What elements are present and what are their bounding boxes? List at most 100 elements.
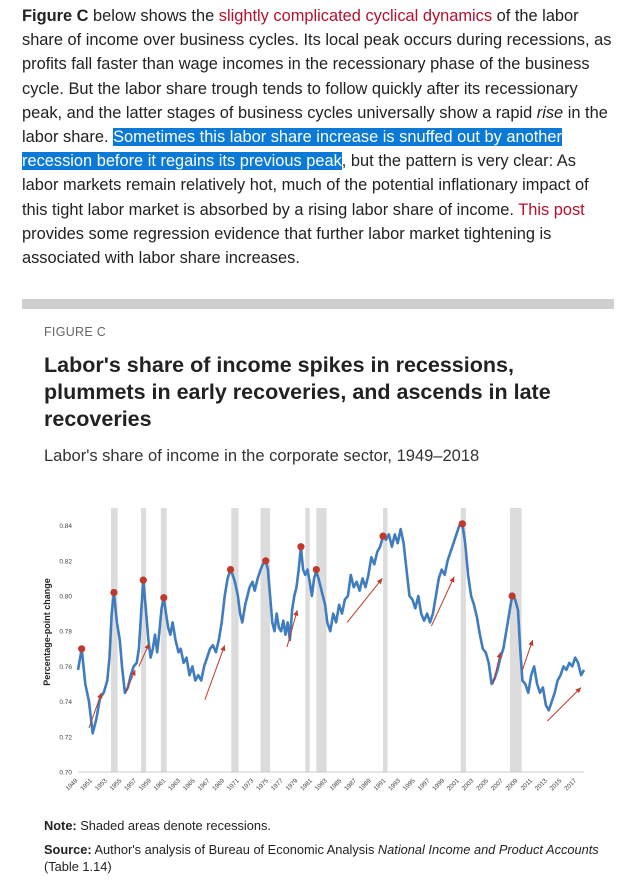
trend-arrow-shaft [286, 609, 298, 648]
y-axis-ticks: 0.70 0.72 0.74 0.76 0.78 0.80 0.82 0.84 [59, 523, 72, 776]
trend-arrow-head [97, 692, 103, 699]
x-tick-label: 2001 [446, 777, 461, 792]
trend-arrow-head [220, 645, 226, 652]
trend-arrows [88, 576, 582, 729]
x-tick-label: 1981 [299, 777, 314, 792]
intro-text-4: , but the pattern is very clear: As labo… [22, 152, 589, 219]
recession-band [460, 508, 466, 772]
peak-marker [312, 566, 320, 574]
x-tick-label: 1987 [343, 777, 358, 792]
note-label: Note: [44, 818, 77, 833]
rise-emphasis: rise [536, 103, 564, 122]
y-tick-label: 0.80 [59, 594, 72, 601]
y-tick-label: 0.78 [59, 629, 72, 636]
trend-arrow [88, 692, 103, 729]
trend-arrow-head [449, 576, 455, 583]
trend-arrow-head [528, 640, 534, 646]
trend-arrow-shaft [88, 692, 102, 729]
x-tick-label: 1995 [402, 777, 417, 792]
x-tick-label: 1949 [65, 777, 80, 792]
peak-markers [78, 520, 516, 653]
recession-band [231, 508, 239, 772]
recession-band [509, 508, 522, 772]
trend-arrow-head [130, 669, 136, 676]
trend-arrow [492, 652, 502, 685]
x-tick-label: 2007 [490, 777, 505, 792]
recession-band [260, 508, 271, 772]
figure-title: Labor's share of income spikes in recess… [44, 353, 551, 431]
x-tick-label: 1959 [138, 777, 153, 792]
series-line [76, 522, 586, 735]
labor-share-chart: 0.700.720.740.760.780.800.820.84 1949 195… [42, 508, 586, 792]
recession-shading [111, 508, 522, 772]
x-tick-label: 1997 [417, 777, 432, 792]
peak-marker [139, 576, 147, 584]
recession-band [111, 508, 118, 772]
peak-marker [110, 588, 118, 597]
trend-arrow [286, 609, 299, 648]
x-tick-label: 1985 [329, 777, 344, 792]
peak-marker [262, 557, 270, 565]
y-tick-label: 0.72 [59, 734, 72, 741]
x-tick-label: 1965 [182, 777, 197, 792]
x-tick-label: 1989 [358, 777, 373, 792]
x-tick-label: 2011 [520, 777, 535, 792]
peak-marker [379, 532, 387, 540]
peak-marker [508, 592, 516, 600]
source-text: Author's analysis of Bureau of Economic … [91, 842, 378, 857]
x-tick-label: 1979 [285, 777, 300, 792]
source-end: (Table 1.14) [44, 859, 112, 874]
x-tick-label: 1969 [211, 777, 226, 792]
trend-arrow [546, 687, 582, 722]
x-tick-label: 1983 [314, 777, 329, 792]
note-text: Shaded areas denote recessions. [76, 818, 271, 833]
peak-marker [458, 520, 466, 528]
y-tick-label: 0.74 [59, 699, 72, 706]
x-tick-label: 1977 [270, 777, 285, 792]
intro-text-2: of the labor share of income over busine… [22, 7, 612, 122]
trend-arrow-head [496, 652, 502, 659]
x-tick-label: 2013 [534, 777, 549, 792]
y-tick-label: 0.82 [59, 558, 72, 565]
intro-text-5: provides some regression evidence that f… [22, 224, 552, 268]
x-tick-label: 1999 [431, 777, 446, 792]
recession-band [141, 508, 147, 772]
recession-band [160, 508, 167, 772]
intro-paragraph: Figure C below shows the slightly compli… [22, 4, 612, 270]
figure-divider-bar [22, 299, 614, 309]
peak-marker [226, 566, 235, 574]
y-tick-label: 0.76 [59, 664, 72, 671]
x-tick-label: 2003 [461, 777, 476, 792]
source-label: Source: [44, 842, 92, 857]
source-italic: National Income and Product Accounts [377, 842, 599, 857]
trend-arrow-head [293, 610, 299, 616]
peak-marker [160, 594, 168, 602]
x-tick-label: 1967 [197, 777, 212, 792]
x-tick-label: 2005 [475, 777, 490, 792]
x-axis-ticks: 1949 1951 1953 1955 1957 1959 1961 1963 1965 1967… [65, 771, 584, 792]
x-tick-label: 1993 [387, 777, 402, 792]
trend-arrow-head [376, 578, 383, 585]
recession-band [316, 508, 327, 772]
figure-reference: Figure C [22, 7, 89, 25]
x-tick-label: 1971 [226, 777, 241, 792]
this-post-link[interactable]: This post [518, 200, 585, 219]
x-tick-label: 1951 [79, 777, 94, 792]
y-axis-label: Percentage-point change [42, 578, 52, 686]
trend-arrow-shaft [546, 687, 582, 722]
peak-marker [297, 543, 305, 551]
intro-text-3: in the labor share. [22, 103, 608, 147]
cyclical-dynamics-link[interactable]: slightly complicated cyclical dynamics [218, 7, 493, 25]
trend-arrow-shaft [346, 578, 383, 623]
trend-arrow-shaft [431, 576, 455, 627]
x-tick-label: 1975 [255, 777, 270, 792]
x-tick-label: 1963 [167, 777, 182, 792]
intro-text-1: below shows the [88, 7, 219, 25]
recession-band [383, 508, 388, 772]
trend-arrow-head [144, 643, 150, 650]
x-tick-label: 2015 [549, 777, 564, 792]
trend-arrow [431, 576, 455, 627]
trend-arrow [521, 639, 534, 671]
x-tick-label: 2009 [505, 777, 520, 792]
y-tick-label: 0.70 [59, 770, 72, 777]
